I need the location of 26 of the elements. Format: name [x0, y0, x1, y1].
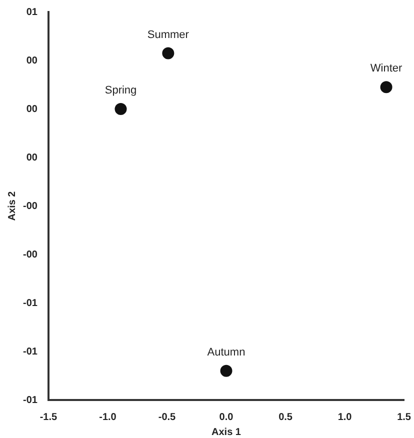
- annotation: Autumn: [207, 346, 246, 358]
- x-tick-label: 1.5: [397, 412, 412, 423]
- y-tick-label: -00: [23, 200, 38, 212]
- x-tick-label: 0.5: [278, 412, 293, 423]
- y-tick-label: 01: [26, 6, 38, 18]
- point: [380, 81, 392, 94]
- point: [114, 103, 127, 115]
- y-tick-label: -01: [23, 394, 38, 406]
- annotation: Spring: [104, 84, 137, 97]
- y-axis-title: Axis 2: [6, 190, 18, 221]
- x-tick-label: -0.5: [158, 412, 176, 423]
- y-tick-label: -01: [23, 298, 38, 309]
- annotation: Winter: [370, 62, 402, 75]
- x-axis-title: Axis 1: [212, 426, 242, 438]
- x-tick-label: 0.0: [219, 412, 234, 423]
- annotation: Summer: [147, 28, 190, 41]
- point: [162, 47, 174, 60]
- point: [220, 364, 232, 377]
- x-tick-label: -1.0: [99, 412, 117, 423]
- y-tick-label: 00: [26, 55, 38, 66]
- y-tick-label: 00: [26, 152, 38, 164]
- x-tick-label: 1.0: [338, 412, 352, 423]
- x-tick-label: -1.5: [40, 412, 58, 423]
- y-tick-label: -01: [23, 346, 38, 358]
- y-tick-label: -00: [23, 249, 38, 260]
- y-tick-label: 00: [26, 104, 38, 115]
